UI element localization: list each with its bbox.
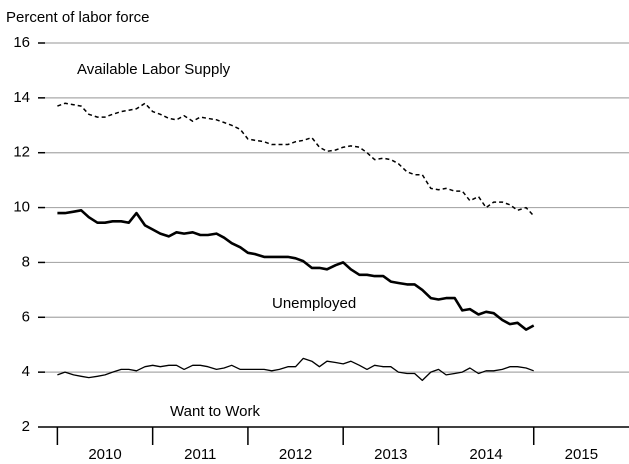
y-tick-label: 16 <box>13 34 30 51</box>
x-tick-label: 2011 <box>184 446 216 463</box>
series-line <box>57 102 535 217</box>
series-line <box>57 209 535 331</box>
y-tick-label: 12 <box>13 144 30 161</box>
y-axis-label: Percent of labor force <box>6 9 149 26</box>
x-tick-label: 2015 <box>565 446 598 463</box>
x-tick-label: 2013 <box>374 446 407 463</box>
x-tick-label: 2014 <box>469 446 502 463</box>
y-tick-label: 6 <box>22 308 30 325</box>
series-label: Available Labor Supply <box>77 61 231 78</box>
y-tick-label: 8 <box>22 253 30 270</box>
series-label: Unemployed <box>272 295 356 312</box>
series-label: Want to Work <box>170 403 261 420</box>
y-tick-label: 10 <box>13 199 30 216</box>
y-tick-label: 14 <box>13 89 30 106</box>
y-tick-label: 4 <box>22 363 30 380</box>
y-tick-label: 2 <box>22 418 30 435</box>
x-tick-label: 2012 <box>279 446 312 463</box>
x-tick-label: 2010 <box>88 446 121 463</box>
series-line <box>57 357 534 382</box>
